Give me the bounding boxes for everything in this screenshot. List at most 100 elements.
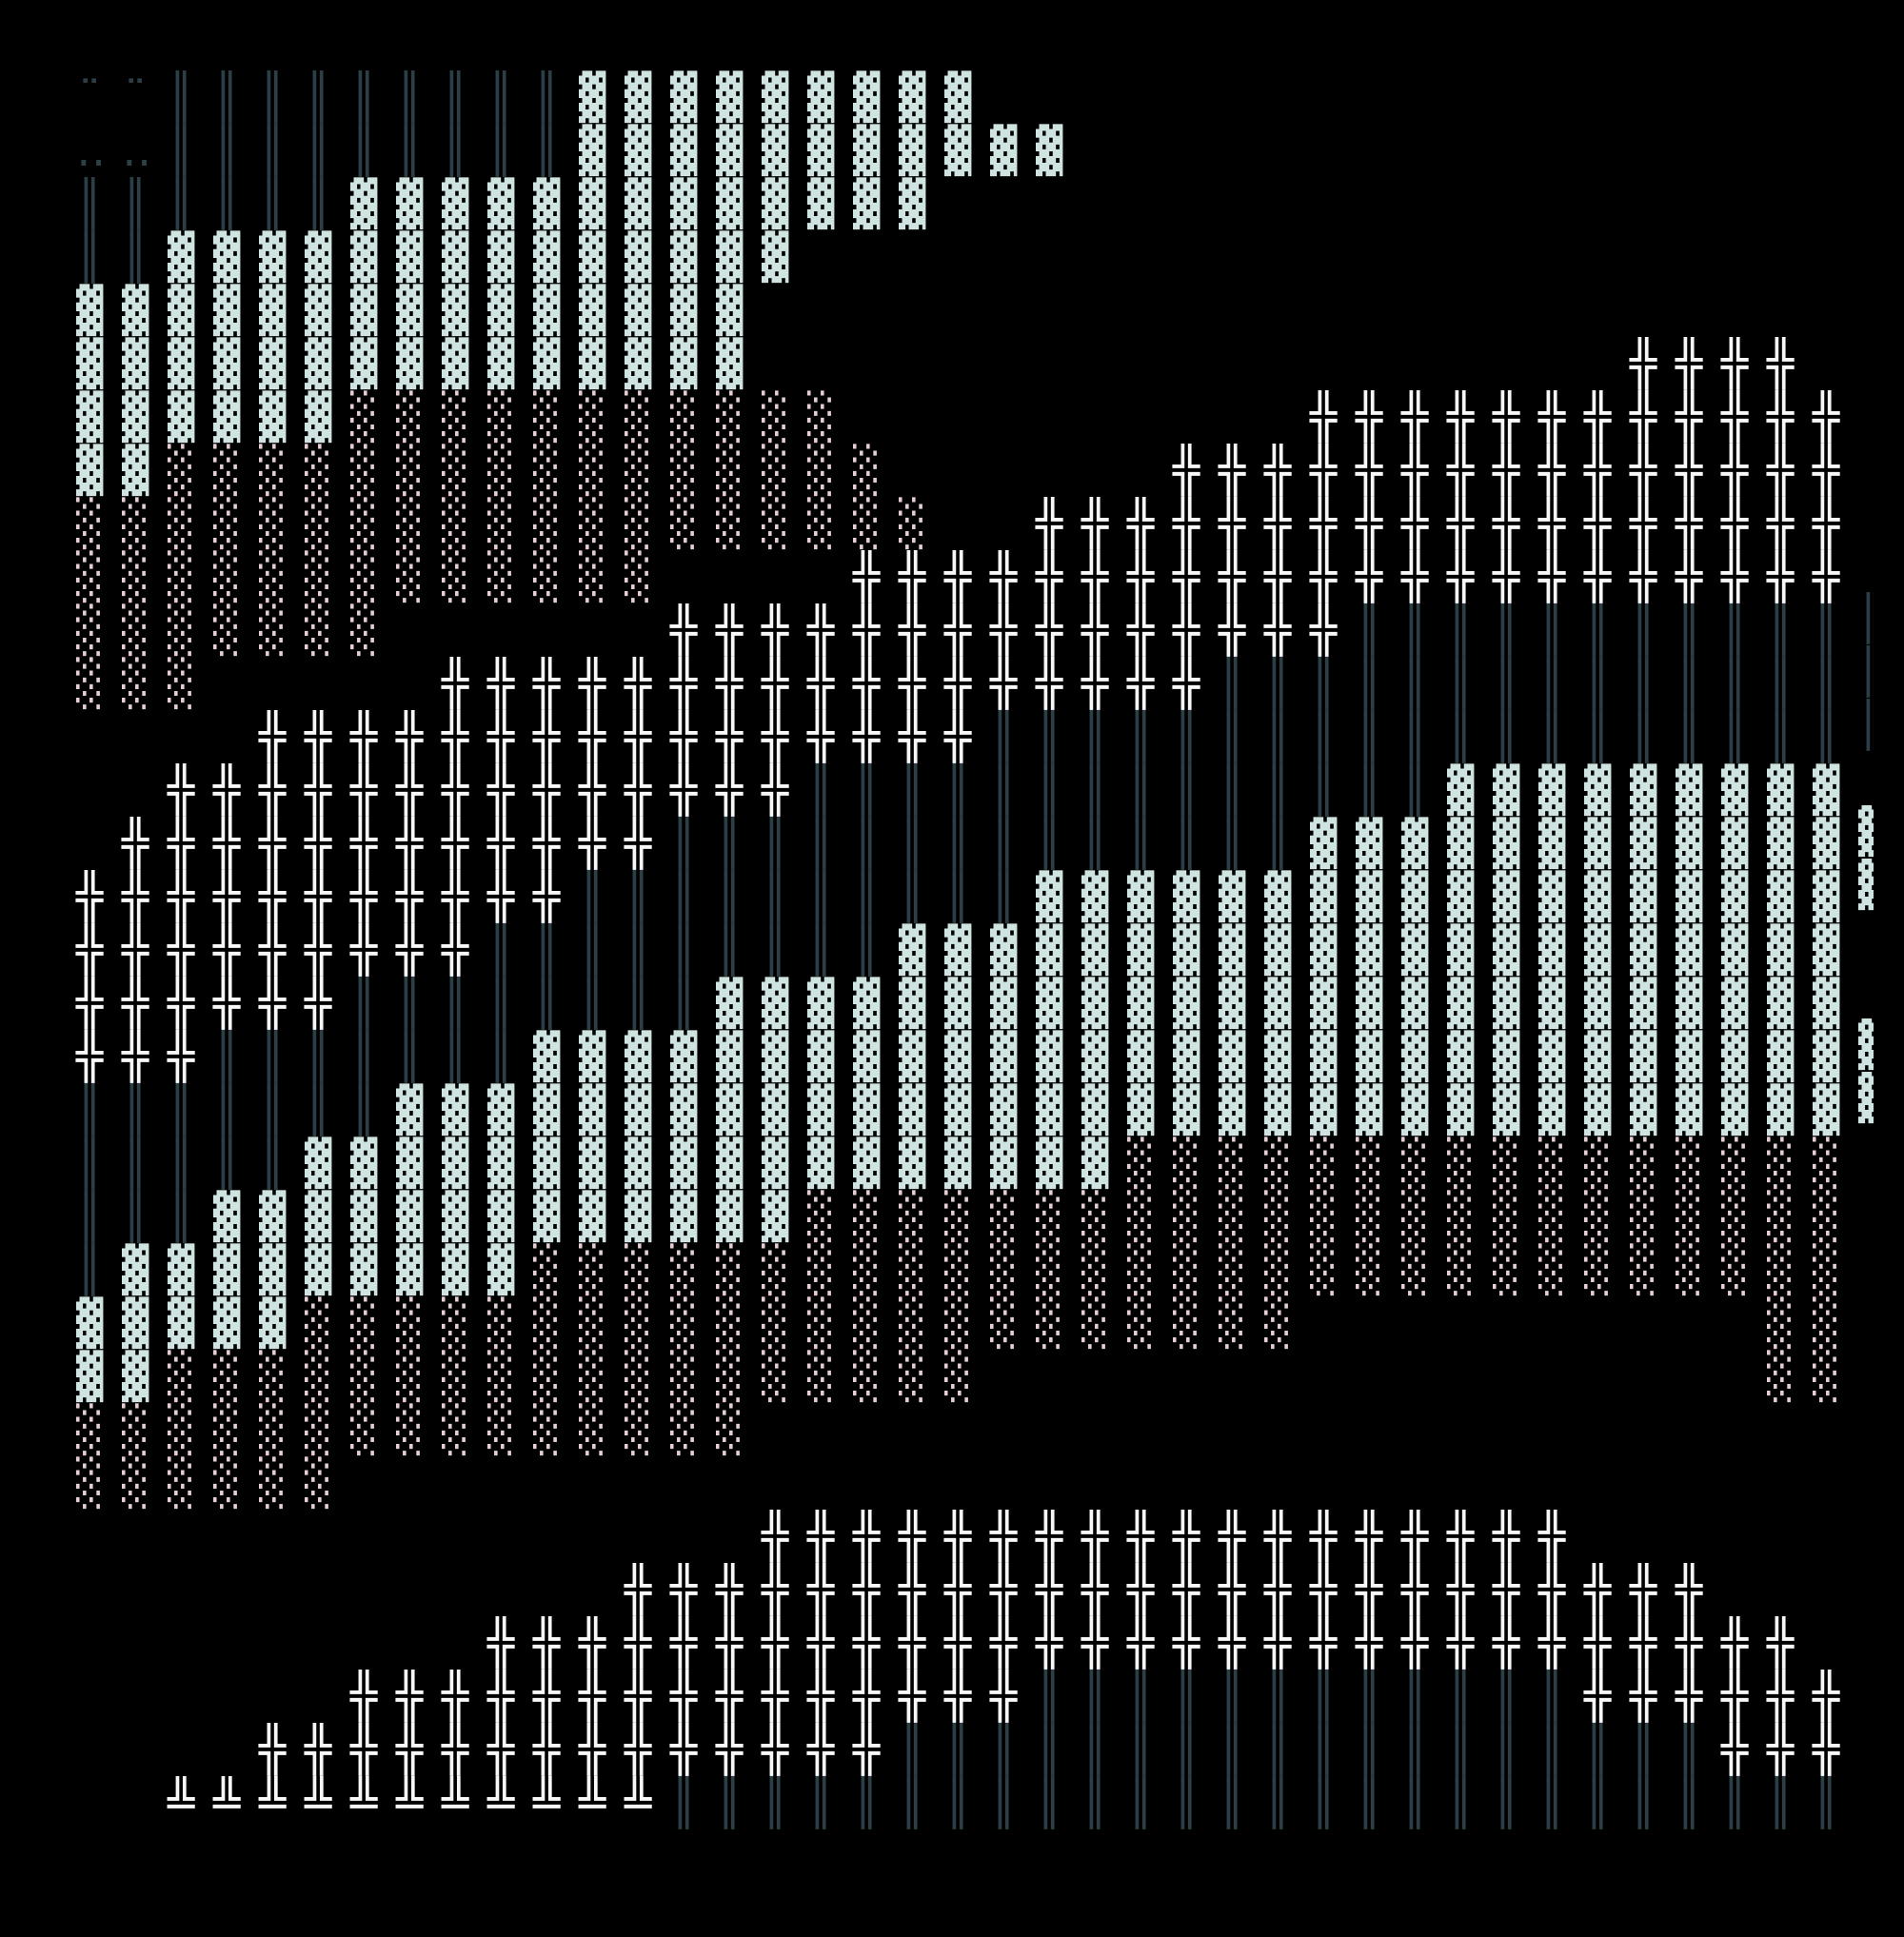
glyph-cell: ║ (1401, 658, 1429, 710)
glyph-cell (1858, 1338, 1874, 1392)
glyph-cell: ╬ (944, 658, 972, 710)
glyph-cell: ╬ (396, 924, 424, 977)
glyph-cell: ╬ (762, 764, 789, 817)
glyph-cell: ░ (1676, 1137, 1703, 1190)
glyph-cell: ╬ (1813, 498, 1840, 550)
glyph-cell: ░ (442, 391, 469, 444)
glyph-cell: ╬ (487, 1617, 515, 1670)
glyph-cell: ▓ (579, 338, 606, 390)
glyph-cell: ▓ (625, 1137, 652, 1190)
glyph-cell: ░ (762, 445, 789, 497)
glyph-cell: ▓ (305, 231, 332, 284)
glyph-cell: ▓ (1264, 1084, 1292, 1137)
glyph-cell: ║ (1584, 711, 1612, 763)
glyph-cell: ░ (487, 1404, 515, 1456)
glyph-cell: ╬ (853, 658, 881, 710)
glyph-cell: ║ (716, 818, 744, 870)
glyph-cell: ▓ (1767, 818, 1795, 870)
glyph-cell: ▓ (1036, 871, 1063, 923)
glyph-cell: ░ (899, 498, 926, 550)
glyph-cell: ╬ (1538, 391, 1566, 444)
glyph-cell: ▓ (762, 1084, 789, 1137)
glyph-cell: ▓ (533, 178, 561, 230)
glyph-cell: ▓ (168, 391, 195, 444)
glyph-cell: ▓ (350, 178, 378, 230)
glyph-cell: ║ (122, 1137, 149, 1190)
glyph-cell (1538, 1884, 1584, 1937)
glyph-cell: ░ (579, 1404, 606, 1456)
glyph-cell: ║ (1356, 764, 1383, 817)
glyph-cell: ░ (625, 1244, 652, 1296)
glyph-cell: ╬ (305, 711, 332, 763)
glyph-cell: ░ (1493, 1191, 1520, 1243)
glyph-cell: ╬ (1127, 604, 1155, 657)
glyph-cell: ░ (716, 445, 744, 497)
glyph-cell: ░ (350, 445, 378, 497)
glyph-cell: ▓ (579, 125, 606, 177)
glyph-cell: ▓ (350, 1191, 378, 1243)
glyph-cell: ╬ (1721, 391, 1749, 444)
glyph-row: ‥ ‥ ║ ║ ║ ║ ║ ║ ║ ║ ║ ▓ ▓ ▓ ▓ ▓ ▓ ▓ ▓ ▓ ▓ ▓ (76, 112, 1874, 177)
glyph-cell: ╬ (350, 711, 378, 763)
glyph-cell: ╬ (213, 978, 241, 1030)
glyph-cell: ║ (1401, 711, 1429, 763)
glyph-cell: ░ (213, 604, 241, 657)
glyph-cell: ║ (213, 125, 241, 177)
glyph-cell: ░ (168, 1457, 195, 1510)
glyph-cell: ▓ (122, 285, 149, 337)
glyph-cell: ▓ (990, 1137, 1018, 1190)
glyph-cell: ░ (122, 1404, 149, 1456)
glyph-cell: ╬ (1127, 498, 1155, 550)
glyph-cell: ▓ (990, 1084, 1018, 1137)
glyph-cell: ▓ (1219, 1031, 1246, 1083)
glyph-cell: ▓ (853, 1031, 881, 1083)
glyph-cell: ▓ (1767, 978, 1795, 1030)
glyph-cell: ▓ (853, 1084, 881, 1137)
glyph-cell: ▓ (1630, 978, 1657, 1030)
glyph-cell: ░ (213, 498, 241, 550)
glyph-cell: ║ (1813, 711, 1840, 763)
glyph-cell (1858, 539, 1874, 592)
glyph-cell: ▓ (1721, 1084, 1749, 1137)
glyph-cell: ▓ (716, 1031, 744, 1083)
glyph-cell: ▓ (579, 178, 606, 230)
glyph-cell: ▓ (1493, 978, 1520, 1030)
glyph-cell: ░ (853, 498, 881, 550)
glyph-cell: ░ (899, 1351, 926, 1403)
glyph-cell: ╬ (1401, 498, 1429, 550)
glyph-cell: ║ (442, 978, 469, 1030)
glyph-cell: ╬ (1264, 604, 1292, 657)
glyph-cell: ╬ (1493, 391, 1520, 444)
glyph-cell: ▓ (1310, 1084, 1338, 1137)
glyph-cell: ╬ (1036, 1564, 1063, 1616)
glyph-cell: ║ (259, 1031, 287, 1083)
glyph-cell: ▓ (762, 71, 789, 124)
glyph-cell: ║ (1127, 818, 1155, 870)
glyph-cell: ╬ (1219, 1564, 1246, 1616)
glyph-cell: ▓ (213, 231, 241, 284)
glyph-cell (350, 1884, 396, 1937)
glyph-cell: ▓ (213, 1297, 241, 1350)
glyph-cell: ▓ (579, 1084, 606, 1137)
glyph-cell: ░ (1813, 1191, 1840, 1243)
glyph-cell: ║ (1310, 764, 1338, 817)
glyph-cell: ░ (259, 445, 287, 497)
glyph-cell: ╬ (1813, 1724, 1840, 1776)
glyph-cell: ╩ (396, 1777, 424, 1829)
glyph-cell: ╬ (305, 1724, 332, 1776)
glyph-cell: ╬ (1538, 445, 1566, 497)
glyph-cell: ╬ (1538, 498, 1566, 550)
glyph-cell: ╬ (1310, 391, 1338, 444)
glyph-cell: ╬ (670, 1724, 698, 1776)
glyph-cell: ░ (168, 498, 195, 550)
glyph-cell: ║ (1676, 604, 1703, 657)
glyph-cell: ╬ (1813, 551, 1840, 603)
glyph-cell: ░ (716, 391, 744, 444)
glyph-cell: ╬ (1401, 445, 1429, 497)
glyph-cell: ║ (1036, 1777, 1063, 1829)
glyph-cell: ▓ (1127, 871, 1155, 923)
glyph-cell: ║ (1630, 711, 1657, 763)
glyph-cell: ▓ (1813, 1084, 1840, 1137)
glyph-cell: ░ (1447, 1191, 1475, 1243)
glyph-cell: ╬ (990, 658, 1018, 710)
